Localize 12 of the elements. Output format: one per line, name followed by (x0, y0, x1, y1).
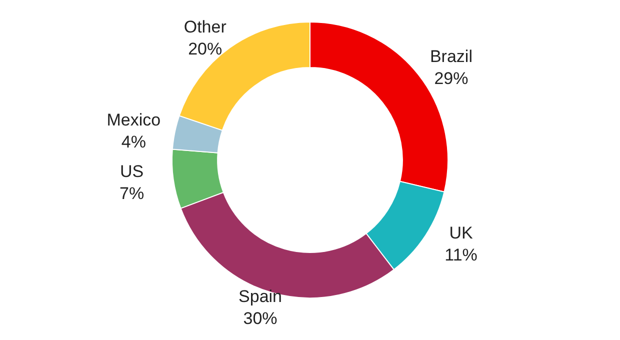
data-label: 4% (121, 132, 146, 152)
slice-label: Other (184, 17, 227, 36)
data-label: 29% (434, 68, 468, 88)
slice-label: US (120, 162, 144, 182)
slice-label: UK (449, 224, 474, 243)
slice-label: Mexico (106, 110, 161, 130)
slice-label: Brazil (430, 46, 472, 66)
data-label: 30% (243, 309, 278, 328)
data-label: 20% (188, 39, 222, 58)
data-label: 7% (119, 184, 144, 204)
data-label: 11% (444, 246, 478, 265)
slice-label: Spain (238, 287, 282, 306)
